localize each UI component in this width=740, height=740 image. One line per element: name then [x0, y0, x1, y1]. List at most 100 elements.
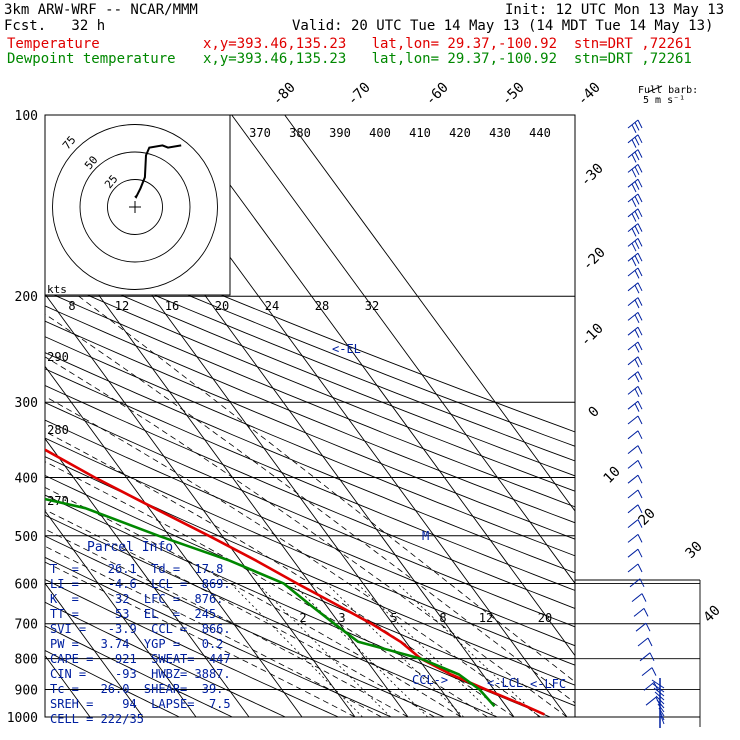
moist-adiabat-line — [45, 356, 568, 718]
pressure-tick-label: 800 — [15, 653, 38, 668]
isotherm-line — [45, 365, 303, 718]
dry-adiabat-line — [45, 234, 575, 447]
hodograph-ring — [79, 151, 191, 263]
dry-adiabat-line — [45, 261, 575, 477]
wind-barb — [627, 386, 643, 398]
pressure-tick-label: 1000 — [7, 711, 38, 726]
mixing-ratio-line — [356, 583, 497, 718]
wind-barb-staff — [637, 637, 649, 647]
parcel-row: LI = -4.6 LCL = 869. — [50, 577, 231, 591]
wind-barb — [627, 326, 643, 338]
wind-barb-flag — [637, 519, 643, 528]
wind-barb-flag — [637, 548, 643, 558]
wind-barb-flag — [637, 252, 643, 262]
wind-barb-flag — [634, 166, 640, 176]
dry-adiabat-line — [45, 305, 575, 524]
wind-barb — [631, 593, 647, 602]
isotherm-label: -20 — [580, 245, 609, 274]
wind-barb-flag — [634, 196, 640, 205]
wind-barb-staff — [627, 193, 639, 203]
wind-barb-flag — [634, 358, 640, 368]
potential-temp-label: 290 — [47, 350, 69, 364]
potential-temp-label: 420 — [449, 126, 471, 140]
wind-barb — [657, 703, 665, 713]
dry-adiabat-line — [45, 535, 445, 718]
wind-barb-flag — [631, 154, 637, 163]
wind-barb — [627, 134, 643, 148]
moist-adiabat-line — [78, 295, 575, 683]
dry-adiabat-line — [45, 290, 575, 508]
wind-barb-staff — [627, 460, 639, 469]
wind-barb-staff — [627, 563, 639, 573]
wind-barb-staff — [627, 371, 639, 380]
wind-barb-flag — [637, 267, 643, 277]
dry-adiabat-line — [45, 601, 286, 718]
wind-barb-flag — [637, 297, 643, 306]
wind-barb-flag — [634, 255, 640, 264]
mixing-ratio-label: 20 — [538, 611, 552, 625]
hodograph-speed-label: 16 — [165, 299, 179, 313]
pressure-tick-label: 200 — [15, 290, 38, 305]
wind-barb — [627, 119, 643, 134]
mixing-ratio-line — [257, 583, 391, 718]
hodograph-speed-label: 8 — [68, 299, 75, 313]
plot-frame — [44, 114, 576, 718]
wind-barb-staff — [627, 312, 639, 321]
wind-barb-flag — [631, 139, 637, 148]
wind-barb-staff — [639, 652, 651, 662]
barb-legend-symbol — [647, 85, 663, 93]
dry-adiabat-line — [45, 336, 575, 557]
wind-barb-staff — [627, 356, 639, 366]
wind-barb-flag — [641, 593, 647, 602]
wind-barb-flag — [634, 344, 640, 353]
pressure-tick-label: 900 — [15, 683, 38, 698]
mixing-ratio-line — [292, 583, 428, 718]
parcel-row: SVI = -3.9 CCL = 866. — [50, 622, 231, 636]
dry-adiabat-line — [45, 247, 575, 462]
wind-barb-flag — [637, 474, 643, 484]
wind-barb-flag — [631, 228, 637, 237]
wind-barb — [627, 460, 643, 469]
wind-barb — [627, 504, 643, 514]
pressure-tick-label: 600 — [15, 577, 38, 592]
dry-adiabat-line — [45, 352, 575, 574]
isotherm-label: -40 — [575, 80, 604, 109]
wind-barb-staff — [627, 548, 639, 558]
hodograph-unit-label: kts — [47, 283, 67, 296]
mixing-ratio-label: 12 — [479, 611, 493, 625]
parcel-row: SREH = 94 LAPSE= 7.5 — [50, 697, 231, 711]
isotherm-line — [178, 115, 575, 657]
wind-barb — [627, 356, 643, 368]
wind-barb-flag — [647, 637, 653, 647]
mixing-ratio-label: 3 — [338, 611, 345, 625]
wind-barb — [652, 683, 665, 693]
wind-barb-staff — [627, 208, 639, 218]
wind-barb-staff — [627, 223, 639, 232]
wind-barb-flag — [639, 578, 645, 588]
wind-barb-flag — [634, 388, 640, 398]
parcel-row: CIN = -93 HWBZ= 3887. — [50, 667, 231, 681]
wind-barb-flag — [649, 652, 655, 662]
valid-time: Valid: 20 UTC Tue 14 May 13 (14 MDT Tue … — [292, 18, 714, 34]
wind-barb — [637, 637, 653, 647]
wind-barb-flag — [637, 563, 643, 573]
hodograph-speed-label: 24 — [265, 299, 279, 313]
level-annotation: M — [422, 529, 429, 543]
wind-barb-flag — [634, 122, 640, 131]
wind-barb-staff — [631, 593, 643, 602]
wind-barb-staff — [627, 164, 639, 173]
forecast-hour: Fcst. 32 h — [4, 18, 106, 34]
wind-barb — [627, 563, 643, 573]
wind-barb-flag — [637, 415, 643, 425]
hodograph-speed-label: 12 — [115, 299, 129, 313]
potential-temp-label: 430 — [489, 126, 511, 140]
wind-barb-flag — [637, 149, 643, 158]
isotherm-line — [231, 115, 575, 585]
wind-barb-staff — [627, 326, 639, 336]
dry-adiabat-line — [45, 494, 551, 718]
pressure-tick-label: 400 — [15, 471, 38, 486]
wind-barb — [627, 208, 643, 222]
isotherm-label: -80 — [270, 80, 299, 109]
isotherm-label: 20 — [636, 506, 659, 529]
wind-barb-staff — [627, 519, 639, 528]
